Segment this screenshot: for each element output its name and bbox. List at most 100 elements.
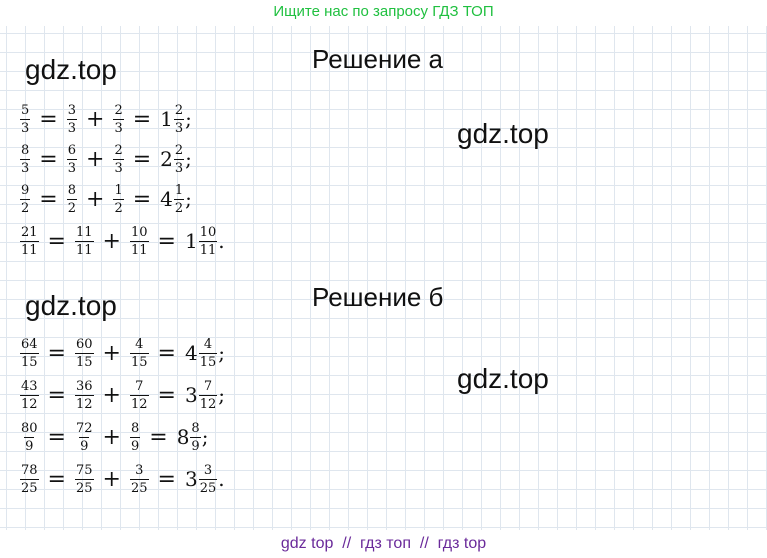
denominator: 3 [113,158,124,176]
denominator: 3 [66,158,77,176]
denominator: 15 [20,352,39,370]
fraction: 7 12 [129,378,149,412]
denominator: 11 [20,240,39,258]
denominator: 2 [113,198,124,216]
denominator: 25 [20,478,39,496]
denominator: 9 [79,436,90,454]
punctuation: ; [201,425,209,449]
denominator: 9 [24,436,35,454]
fraction: 11 11 [74,224,94,258]
punctuation: ; [218,341,225,365]
punctuation: . [218,467,225,491]
equals-sign: = [39,146,58,172]
numerator: 80 [21,420,38,436]
numerator: 3 [203,462,213,478]
equation-row: 80 9 = 72 9 +8 9 = 8 8 9; [20,417,208,457]
numerator: 21 [21,224,38,240]
equals-sign: = [47,228,66,254]
numerator: 2 [114,142,123,158]
numerator: 10 [199,224,217,240]
denominator: 9 [129,436,141,454]
fraction-part: 4 15 [198,337,218,370]
numerator: 9 [21,182,30,198]
denominator: 3 [20,118,31,136]
denominator: 3 [173,158,185,176]
equals-sign: = [132,186,152,212]
watermark: gdz.top [457,363,549,394]
plus-sign: + [102,466,121,492]
equation-row: 8 3 = 6 3 +2 3 = 2 2 3; [20,139,192,179]
plus-sign: + [102,340,121,366]
denominator: 15 [198,352,218,370]
whole-part: 3 [184,467,198,491]
numerator: 2 [174,102,184,118]
numerator: 7 [135,378,144,394]
equals-sign: = [157,228,176,254]
punctuation: ; [185,147,192,171]
fraction: 78 25 [20,463,39,496]
denominator: 3 [113,118,124,136]
denominator: 3 [66,118,77,136]
equals-sign: = [157,340,176,366]
whole-part: 4 [160,187,173,211]
numerator: 75 [75,462,93,478]
denominator: 11 [198,240,218,258]
denominator: 2 [66,198,77,216]
plus-sign: + [102,228,121,254]
equation-row: 64 15 = 60 15 +4 15 = 4 4 15; [20,333,225,373]
numerator: 5 [21,102,30,118]
equals-sign: = [149,424,168,450]
equals-sign: = [39,186,58,212]
fraction: 43 12 [20,379,39,412]
bottom-banner: gdz top // гдз топ // гдз top [280,535,487,552]
punctuation: . [218,229,225,253]
plus-sign: + [86,106,105,132]
denominator: 12 [74,394,94,412]
plus-sign: + [102,424,121,450]
fraction: 72 9 [75,421,94,454]
top-banner: Ищите нас по запросу ГДЗ ТОП [273,3,494,20]
numerator: 1 [174,182,184,198]
denominator: 2 [20,198,31,216]
equals-sign: = [47,382,66,408]
plus-sign: + [86,146,105,172]
equation-row: 9 2 = 8 2 +1 2 = 4 1 2; [20,179,192,219]
equation-row: 5 3 = 3 3 +2 3 = 1 2 3; [20,99,192,139]
numerator: 3 [67,102,76,118]
punctuation: ; [218,383,225,407]
equals-sign: = [157,466,176,492]
denominator: 25 [129,478,149,496]
equation-row: 21 11 = 11 11 +10 11 = 1 10 11. [20,221,225,261]
numerator: 6 [67,142,76,158]
numerator: 3 [135,462,144,478]
numerator: 1 [114,182,123,198]
numerator: 43 [21,378,38,394]
denominator: 25 [74,478,94,496]
equals-sign: = [47,340,66,366]
numerator: 11 [75,224,93,240]
equation-row: 78 25 = 75 25 +3 25 = 3 3 25. [20,459,225,499]
numerator: 4 [135,336,144,352]
fraction-part: 7 12 [198,379,218,412]
whole-part: 1 [184,229,198,253]
fraction: 80 9 [20,421,39,454]
whole-part: 4 [184,341,198,365]
fraction: 64 15 [20,337,39,370]
denominator: 12 [20,394,39,412]
numerator: 8 [130,420,140,436]
watermark: gdz.top [25,54,117,85]
plus-sign: + [86,186,105,212]
equals-sign: = [39,106,58,132]
fraction: 3 25 [129,462,149,496]
punctuation: ; [185,107,192,131]
denominator: 11 [129,240,149,258]
denominator: 12 [129,394,149,412]
